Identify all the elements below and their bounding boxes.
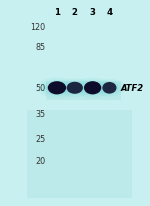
Text: 1: 1 <box>54 8 60 17</box>
Text: 4: 4 <box>106 8 112 17</box>
Ellipse shape <box>61 81 89 96</box>
Ellipse shape <box>97 81 122 95</box>
Text: 25: 25 <box>35 134 45 143</box>
Ellipse shape <box>67 82 83 94</box>
Bar <box>27 111 132 198</box>
Ellipse shape <box>41 81 73 96</box>
Text: 20: 20 <box>35 157 45 165</box>
Bar <box>46 82 122 101</box>
Ellipse shape <box>64 83 85 94</box>
Text: 35: 35 <box>35 109 45 118</box>
Text: 50: 50 <box>35 84 45 93</box>
Ellipse shape <box>94 79 125 97</box>
Ellipse shape <box>84 82 101 95</box>
Text: 3: 3 <box>90 8 96 17</box>
Text: ATF2: ATF2 <box>121 84 144 93</box>
Ellipse shape <box>57 79 93 98</box>
Text: 85: 85 <box>35 43 45 52</box>
Ellipse shape <box>37 78 77 98</box>
Ellipse shape <box>78 81 107 96</box>
Text: 2: 2 <box>72 8 78 17</box>
Ellipse shape <box>74 78 112 98</box>
Ellipse shape <box>45 82 69 94</box>
Ellipse shape <box>81 82 104 94</box>
Ellipse shape <box>48 82 66 95</box>
Text: 120: 120 <box>30 23 45 32</box>
Ellipse shape <box>100 83 119 94</box>
Ellipse shape <box>102 83 117 94</box>
